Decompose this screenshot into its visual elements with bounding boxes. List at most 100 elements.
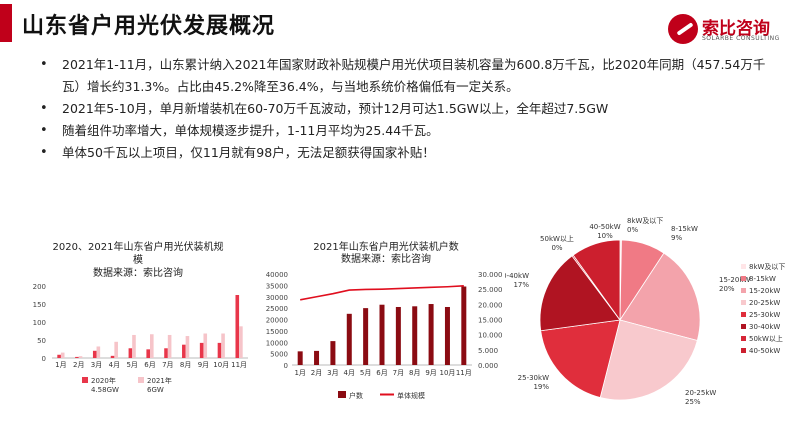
pie-slice-30-40kW: [539, 255, 621, 332]
x-tick-label: 5月: [126, 361, 137, 369]
legend-label: 2021年: [147, 376, 172, 385]
chart-title: 2021年山东省户用光伏装机户数: [313, 240, 458, 253]
legend-swatch: [741, 300, 746, 305]
chart-title: 2020、2021年山东省户用光伏装机规模: [53, 240, 224, 266]
bar-2021年-5月: [132, 334, 136, 358]
x-tick-label: 1月: [294, 369, 305, 377]
legend-label-bars: 户数: [349, 391, 363, 400]
y-left-tick-label: 0: [284, 362, 288, 370]
x-tick-label: 10月: [439, 369, 455, 377]
logo-name-en: SOLARBE CONSULTING: [702, 35, 780, 42]
y-tick-label: 200: [33, 283, 46, 291]
y-right-tick-label: 15.000: [478, 317, 503, 325]
bar-2021年-7月: [167, 334, 172, 358]
bar-2021年-2月: [78, 356, 83, 358]
bar-2020年-3月: [92, 350, 97, 358]
pie-slice-label: 8-15kW 9%: [671, 225, 698, 242]
bar-households-11月: [461, 286, 467, 365]
legend-label: 15-20kW: [749, 287, 780, 295]
legend-label: 2020年: [91, 376, 116, 385]
bullet-item: 2021年5-10月，单月新增装机在60-70万千瓦波动，预计12月可达1.5G…: [40, 98, 780, 120]
line-unit-size: [300, 285, 464, 301]
bar-2021年-10月: [221, 333, 225, 358]
y-left-tick-label: 30000: [266, 294, 288, 302]
y-tick-label: 0: [42, 355, 46, 363]
pie-slice-25-30kW: [540, 319, 621, 399]
pie-slice-label: 50kW以上 0%: [540, 234, 574, 252]
bar-households-10月: [444, 306, 450, 365]
chart-install-scale: 2020、2021年山东省户用光伏装机规模 数据来源：索比咨询 0 50 100 15…: [33, 240, 248, 394]
bar-2020年-1月: [57, 354, 61, 358]
bar-households-9月: [428, 304, 434, 365]
pie-slice-15-20kW: [619, 252, 701, 341]
legend-swatch: [741, 276, 746, 281]
pie-slice-label: 8kW及以下 0%: [627, 217, 663, 234]
y-right-tick-label: 25.000: [478, 286, 503, 294]
bar-2020年-11月: [235, 295, 240, 358]
chart-unit-size-pie: 8kW及以下 0% 8-15kW 9% 15-20kW 20% 20-25kW 25% 25-3…: [505, 217, 785, 406]
y-left-tick-label: 25000: [266, 305, 288, 313]
x-tick-label: 3月: [91, 361, 102, 369]
legend-swatch: [138, 377, 144, 383]
y-left-tick-label: 5000: [270, 351, 288, 359]
bar-households-2月: [314, 350, 320, 365]
legend-swatch: [741, 336, 746, 341]
chart-install-households: 2021年山东省户用光伏装机户数 数据来源：索比咨询 0 5000 10000 150…: [266, 240, 503, 400]
x-tick-label: 2月: [311, 369, 322, 377]
x-tick-label: 9月: [425, 369, 436, 377]
bullet-item: 2021年1-11月，山东累计纳入2021年国家财政补贴规模户用光伏项目装机容量…: [40, 54, 780, 98]
legend-swatch: [741, 312, 746, 317]
bar-2020年-9月: [199, 342, 204, 358]
y-right-tick-label: 0.000: [478, 362, 498, 370]
y-left-tick-label: 20000: [266, 317, 288, 325]
bar-households-3月: [330, 341, 336, 365]
x-tick-label: 11月: [456, 369, 472, 377]
pie-slice-label: 25-30kW 19%: [518, 374, 550, 391]
x-tick-label: 4月: [109, 361, 120, 369]
bullet-item: 随着组件功率增大，单体规模逐步提升，1-11月平均为25.44千瓦。: [40, 120, 780, 142]
x-tick-label: 10月: [213, 361, 229, 369]
x-tick-label: 8月: [409, 369, 420, 377]
legend-swatch: [741, 288, 746, 293]
y-tick-label: 150: [33, 301, 46, 309]
bar-2021年-3月: [96, 346, 101, 358]
bar-households-4月: [346, 313, 352, 365]
bar-2020年-2月: [75, 356, 79, 358]
x-tick-label: 5月: [360, 369, 371, 377]
bar-2021年-9月: [203, 333, 208, 358]
bar-2021年-6月: [150, 334, 154, 358]
bar-2020年-10月: [217, 342, 222, 358]
x-tick-label: 2月: [73, 361, 84, 369]
bar-2020年-8月: [182, 344, 186, 358]
bar-households-7月: [395, 306, 401, 365]
x-tick-label: 11月: [231, 361, 247, 369]
bar-2021年-1月: [60, 352, 65, 358]
bar-2020年-6月: [146, 349, 150, 358]
bullet-item: 单体50千瓦以上项目，仅11月就有98户，无法足额获得国家补贴！: [40, 142, 780, 164]
legend-swatch: [82, 377, 88, 383]
legend-label: 25-30kW: [749, 311, 780, 319]
bar-households-1月: [297, 351, 303, 365]
x-tick-label: 6月: [376, 369, 387, 377]
legend-label: 8kW及以下: [749, 263, 785, 271]
bar-2020年-4月: [110, 355, 115, 358]
bar-2021年-11月: [239, 326, 243, 358]
legend-label: 50kW以上: [749, 334, 783, 343]
bar-households-8月: [412, 306, 418, 365]
pie-slice-label: 20-25kW 25%: [685, 389, 716, 406]
y-right-tick-label: 5.000: [478, 347, 498, 355]
legend-swatch: [741, 348, 746, 353]
y-left-tick-label: 40000: [266, 271, 288, 279]
chart-subtitle: 数据来源：索比咨询: [93, 266, 183, 279]
x-tick-label: 4月: [344, 369, 355, 377]
y-left-tick-label: 15000: [266, 328, 288, 336]
logo-name-cn: 索比咨询: [702, 19, 770, 39]
legend-label: 20-25kW: [749, 299, 780, 307]
y-tick-label: 100: [33, 319, 46, 327]
x-tick-label: 3月: [327, 369, 338, 377]
y-tick-label: 50: [37, 337, 46, 345]
legend-swatch: [741, 264, 746, 269]
legend-label: 40-50kW: [749, 347, 780, 355]
x-tick-label: 8月: [180, 361, 191, 369]
